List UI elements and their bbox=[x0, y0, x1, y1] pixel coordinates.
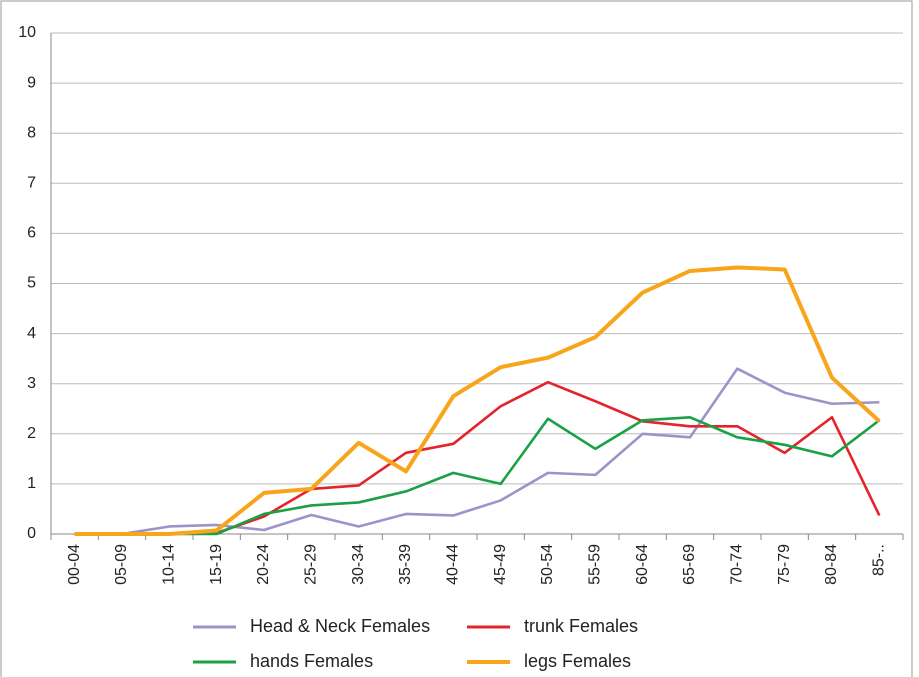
x-tick-label: 50-54 bbox=[539, 544, 556, 585]
x-tick-label: 80-84 bbox=[823, 544, 840, 585]
series-line bbox=[74, 265, 881, 536]
x-tick-label: 20-24 bbox=[255, 544, 272, 585]
y-tick-label: 7 bbox=[27, 175, 36, 192]
y-tick-label: 4 bbox=[27, 325, 36, 342]
y-tick-label: 1 bbox=[27, 475, 36, 492]
y-tick-label: 8 bbox=[27, 124, 36, 141]
y-tick-label: 9 bbox=[27, 74, 36, 91]
x-tick-label: 60-64 bbox=[634, 544, 651, 585]
series-line bbox=[74, 415, 881, 536]
x-tick-label: 10-14 bbox=[161, 544, 178, 585]
x-tick-label: 15-19 bbox=[208, 544, 225, 585]
x-tick-label: 00-04 bbox=[66, 544, 83, 585]
legend-label: legs Females bbox=[524, 651, 631, 671]
x-tick-label: 85-.. bbox=[871, 544, 888, 576]
x-tick-label: 35-39 bbox=[397, 544, 414, 585]
x-tick-label: 40-44 bbox=[445, 544, 462, 585]
y-tick-label: 6 bbox=[27, 225, 36, 242]
x-tick-label: 75-79 bbox=[776, 544, 793, 585]
series-line bbox=[74, 367, 880, 536]
y-tick-label: 2 bbox=[27, 425, 36, 442]
y-tick-label: 3 bbox=[27, 375, 36, 392]
legend-label: Head & Neck Females bbox=[250, 616, 430, 636]
y-tick-label: 10 bbox=[18, 24, 36, 41]
x-tick-label: 70-74 bbox=[729, 544, 746, 585]
x-tick-label: 05-09 bbox=[113, 544, 130, 585]
x-tick-label: 55-59 bbox=[587, 544, 604, 585]
x-tick-label: 30-34 bbox=[350, 544, 367, 585]
legend-label: hands Females bbox=[250, 651, 373, 671]
y-tick-label: 5 bbox=[27, 275, 36, 292]
x-tick-label: 65-69 bbox=[681, 544, 698, 585]
y-tick-label: 0 bbox=[27, 525, 36, 542]
series-line bbox=[74, 380, 881, 536]
x-tick-label: 45-49 bbox=[492, 544, 509, 585]
legend-label: trunk Females bbox=[524, 616, 638, 636]
x-tick-label: 25-29 bbox=[303, 544, 320, 585]
